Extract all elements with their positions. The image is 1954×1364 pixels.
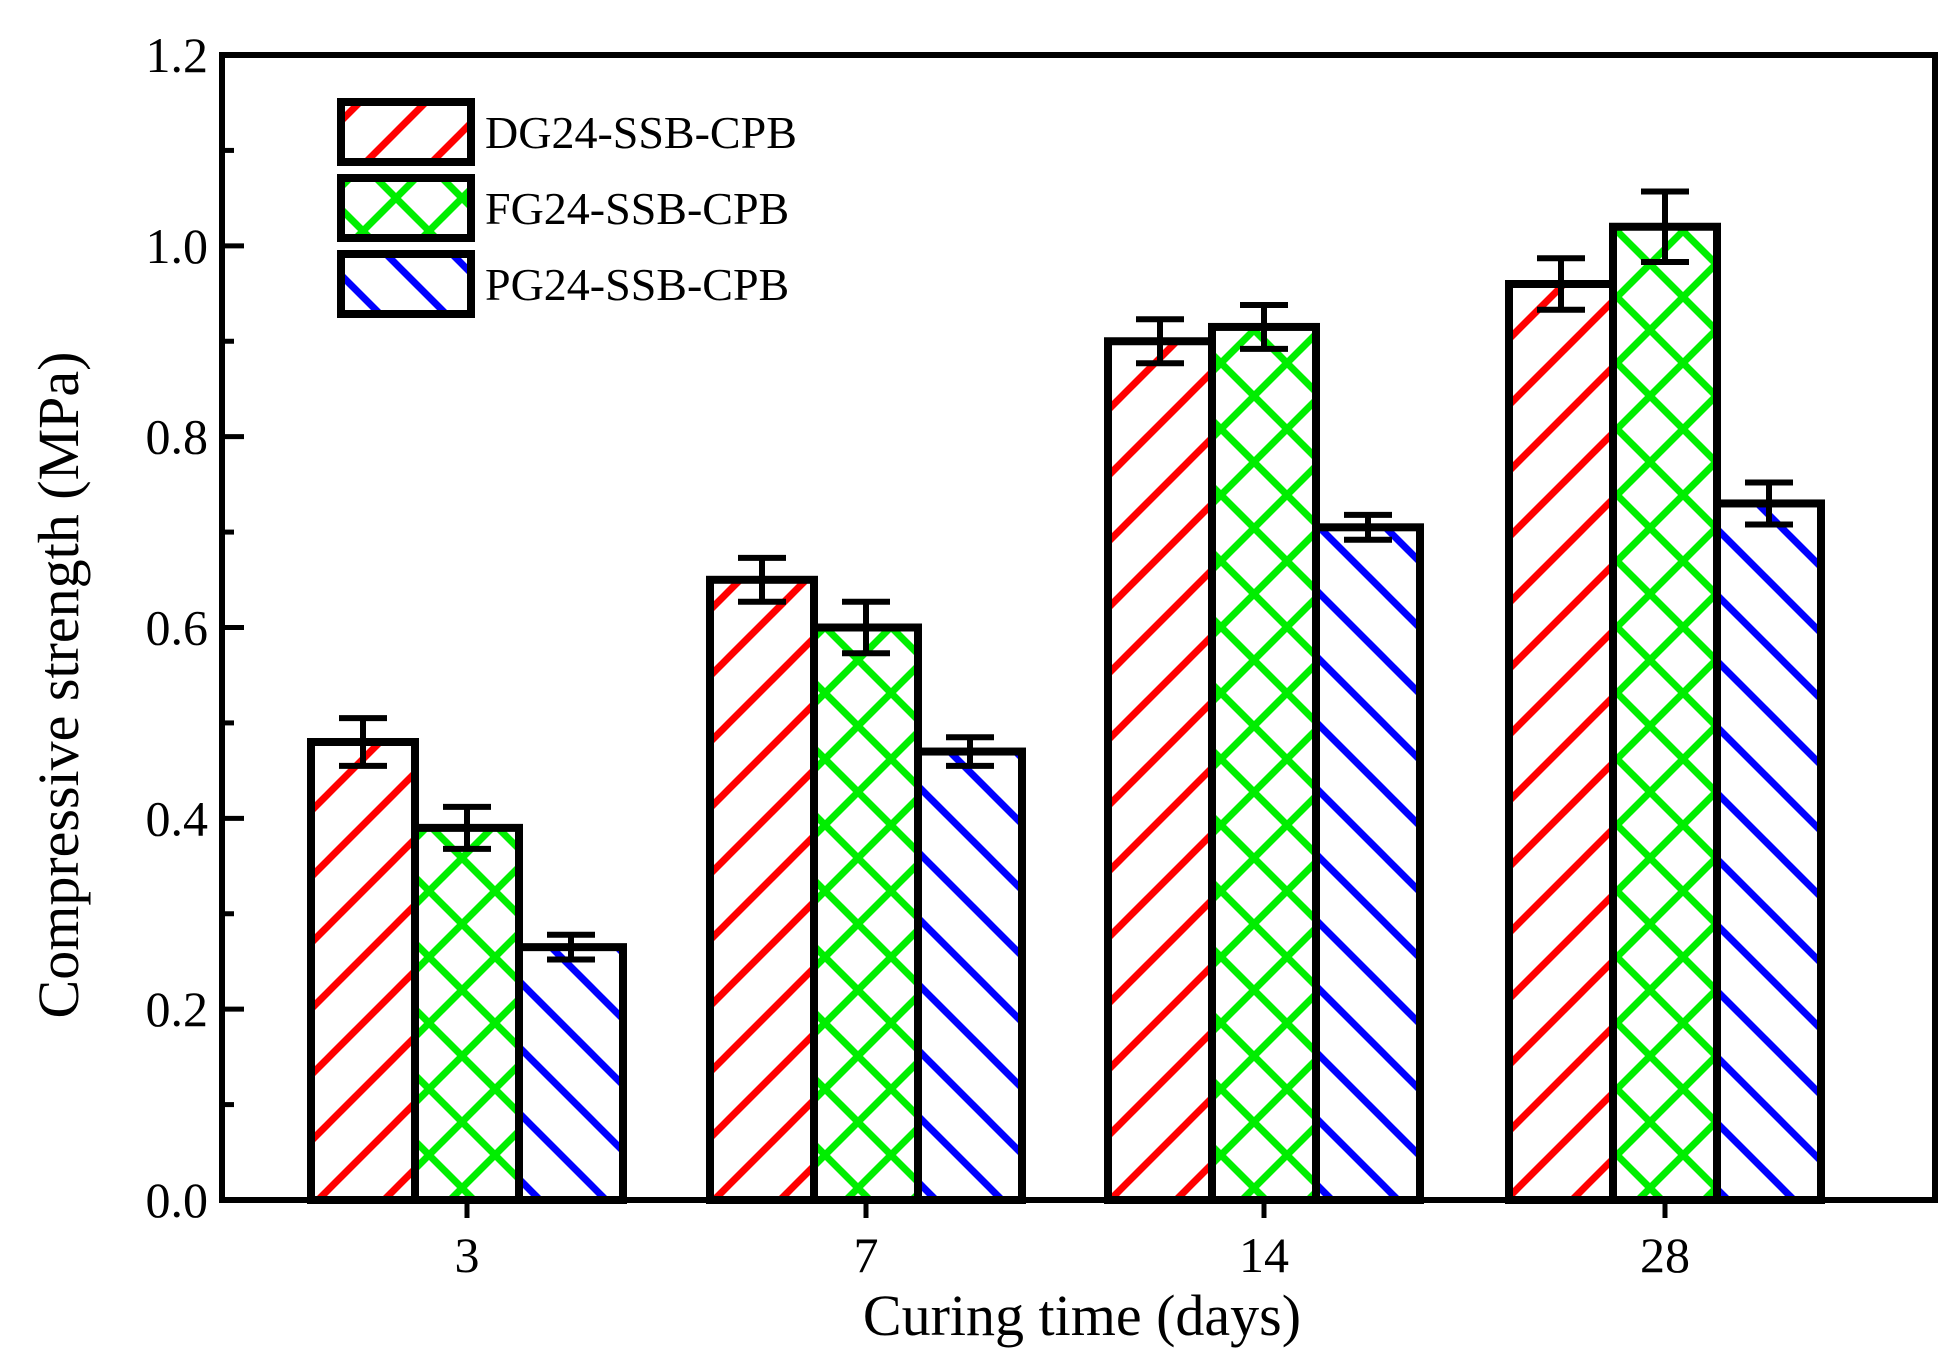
bar-fg24-ssb-cpb-3 (411, 823, 523, 1204)
bar-pg24-ssb-cpb-28 (1713, 499, 1825, 1205)
error-bar-fg24-ssb-cpb-3 (443, 803, 491, 852)
error-bar-dg24-ssb-cpb-3 (339, 715, 387, 769)
error-bar-pg24-ssb-cpb-14 (1344, 511, 1392, 543)
legend-label-dg24-ssb-cpb: DG24-SSB-CPB (485, 107, 797, 158)
legend-swatch-pg24-ssb-cpb (337, 250, 475, 318)
bar-pg24-ssb-cpb-14 (1312, 523, 1424, 1204)
bar-pg24-ssb-cpb-3 (515, 943, 627, 1204)
x-tick-label: 14 (1239, 1227, 1289, 1283)
legend-swatch-dg24-ssb-cpb (337, 98, 475, 166)
error-bar-fg24-ssb-cpb-7 (842, 598, 890, 657)
bar-dg24-ssb-cpb-3 (307, 738, 419, 1204)
error-bar-pg24-ssb-cpb-3 (547, 931, 595, 963)
bar-fg24-ssb-cpb-28 (1609, 222, 1721, 1204)
error-bar-dg24-ssb-cpb-28 (1537, 255, 1585, 313)
bars-layer (307, 188, 1825, 1205)
y-axis-title: Compressive strength (MPa) (26, 352, 91, 1019)
y-tick-label: 0.6 (146, 600, 209, 656)
legend-swatch-fg24-ssb-cpb (337, 174, 475, 242)
error-bar-dg24-ssb-cpb-14 (1136, 316, 1184, 367)
y-tick-label: 0.8 (146, 409, 209, 465)
error-bar-pg24-ssb-cpb-7 (946, 734, 994, 769)
bar-dg24-ssb-cpb-7 (706, 575, 818, 1204)
error-bar-fg24-ssb-cpb-14 (1240, 301, 1288, 352)
x-tick-label: 7 (854, 1227, 879, 1283)
x-axis-title: Curing time (days) (863, 1283, 1301, 1348)
y-tick-label: 1.2 (146, 27, 209, 83)
x-tick-label: 28 (1640, 1227, 1690, 1283)
bar-dg24-ssb-cpb-28 (1505, 280, 1617, 1204)
axes-layer: 0.0 0.2 0.4 0.6 0.8 1.0 1.2 3 7 14 28 (146, 27, 1938, 1283)
bar-pg24-ssb-cpb-7 (914, 747, 1026, 1205)
bar-fg24-ssb-cpb-14 (1208, 322, 1320, 1204)
x-tick-label: 3 (455, 1227, 480, 1283)
error-bar-fg24-ssb-cpb-28 (1641, 188, 1689, 266)
bar-dg24-ssb-cpb-14 (1104, 337, 1216, 1204)
y-tick-label: 0.4 (146, 790, 209, 846)
y-tick-label: 1.0 (146, 218, 209, 274)
y-tick-label: 0.2 (146, 981, 209, 1037)
legend-label-fg24-ssb-cpb: FG24-SSB-CPB (485, 183, 789, 234)
error-bar-dg24-ssb-cpb-7 (738, 554, 786, 605)
bar-fg24-ssb-cpb-7 (810, 623, 922, 1204)
error-bar-pg24-ssb-cpb-28 (1745, 479, 1793, 528)
y-tick-label: 0.0 (146, 1172, 209, 1228)
legend: DG24-SSB-CPB FG24-SSB-CPB PG24-SSB-CPB (337, 98, 797, 318)
legend-label-pg24-ssb-cpb: PG24-SSB-CPB (485, 259, 789, 310)
